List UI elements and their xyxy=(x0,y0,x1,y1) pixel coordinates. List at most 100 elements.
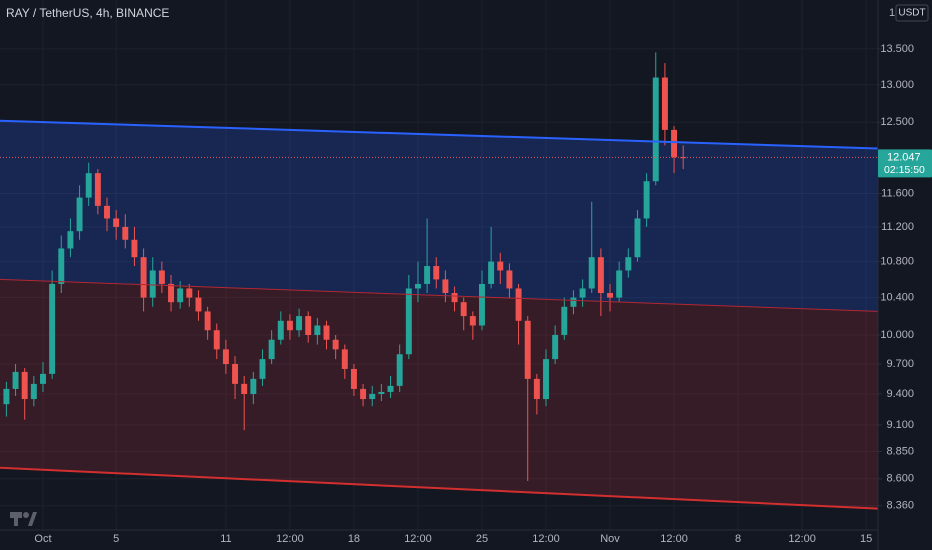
channel-line xyxy=(0,466,879,510)
x-tick-label: 12:00 xyxy=(404,533,432,545)
candle-body xyxy=(442,279,449,294)
candle-body xyxy=(113,218,120,227)
logo xyxy=(10,512,37,526)
candle-body xyxy=(122,226,129,240)
candle-body xyxy=(506,270,513,289)
candle-body xyxy=(177,288,184,303)
currency-label[interactable]: USDT xyxy=(898,8,925,19)
candle-body xyxy=(58,248,65,284)
candle-body xyxy=(524,320,531,379)
candle-body xyxy=(104,205,110,219)
currency-box[interactable] xyxy=(895,4,929,22)
candle-body xyxy=(259,359,266,379)
y-tick-label: 11.200 xyxy=(881,221,914,233)
candle-body xyxy=(250,378,257,394)
scale-badge[interactable]: 1 xyxy=(889,7,895,19)
candle-body xyxy=(488,261,495,284)
candle-body xyxy=(433,266,440,280)
y-tick-label: 13.500 xyxy=(880,43,914,55)
candle-body xyxy=(607,293,613,298)
candle-body xyxy=(222,349,229,365)
y-tick-label: 8.600 xyxy=(886,473,914,485)
candle-body xyxy=(286,320,293,331)
channel-line xyxy=(0,278,879,312)
candle-body xyxy=(369,393,376,400)
candle-body xyxy=(3,388,10,405)
x-tick-label: Oct xyxy=(34,533,51,545)
candle-body xyxy=(168,283,174,303)
candle-body xyxy=(140,257,147,298)
candle-body xyxy=(671,129,678,158)
candle-body xyxy=(460,302,467,317)
candle-body xyxy=(277,320,284,340)
y-tick-label: 8.360 xyxy=(886,500,914,512)
candle-body xyxy=(204,311,211,331)
candle-body xyxy=(332,339,339,350)
candle-body xyxy=(232,364,239,384)
candle-body xyxy=(378,391,385,394)
countdown-label: 02:15:50 xyxy=(884,164,925,176)
candle-body xyxy=(625,257,632,271)
candle-body xyxy=(570,297,577,307)
candle-body xyxy=(405,288,412,355)
candle-body xyxy=(515,288,522,321)
candle-body xyxy=(561,306,568,335)
y-tick-label: 12.500 xyxy=(880,116,914,128)
candle-body xyxy=(85,173,92,198)
candle-body xyxy=(350,368,357,389)
last-price-box xyxy=(878,149,932,178)
candle-body xyxy=(241,383,248,394)
axes: 8.360 8.600 8.850 9.100 9.400 9.700 10.000 10.4… xyxy=(34,43,932,545)
y-tick-label: 10.800 xyxy=(880,256,914,268)
candle-body xyxy=(451,293,458,303)
candle-body xyxy=(21,371,28,400)
logo-part xyxy=(23,512,29,518)
candle-body xyxy=(479,283,485,326)
y-tick-label: 10.400 xyxy=(880,291,914,303)
logo-part xyxy=(28,512,37,526)
channel-fill xyxy=(0,120,878,312)
y-tick-label: 8.850 xyxy=(886,445,914,457)
x-tick-label: 25 xyxy=(476,533,488,545)
candle-body xyxy=(661,77,668,130)
candle-body xyxy=(268,339,275,360)
y-tick-label: 9.700 xyxy=(886,358,914,370)
candle-body xyxy=(314,325,321,335)
candle-body xyxy=(588,257,595,289)
y-tick-label: 10.000 xyxy=(880,329,914,341)
candle-body xyxy=(680,157,687,159)
candle-body xyxy=(387,385,394,392)
y-tick-label: 13.000 xyxy=(880,79,914,91)
candle-body xyxy=(305,316,312,335)
candle-body xyxy=(579,288,586,298)
chart-title: RAY / TetherUS, 4h, BINANCE xyxy=(6,6,169,20)
candle-body xyxy=(30,383,37,400)
channel-fills xyxy=(0,120,878,509)
y-tick-label: 9.400 xyxy=(886,388,914,400)
candle-body xyxy=(195,297,202,312)
candle-body xyxy=(341,349,348,369)
candle-body xyxy=(149,270,156,298)
candle-body xyxy=(40,373,46,384)
candle-body xyxy=(213,330,220,350)
candle-body xyxy=(652,77,659,182)
x-tick-label: 12:00 xyxy=(660,533,688,545)
x-tick-label: 5 xyxy=(113,533,119,545)
candles xyxy=(3,52,687,481)
y-tick-label: 9.100 xyxy=(886,419,914,431)
x-tick-label: Nov xyxy=(600,533,620,545)
x-tick-label: 12:00 xyxy=(532,533,560,545)
candle-body xyxy=(424,266,431,284)
candle-body xyxy=(414,283,421,289)
channel-lines xyxy=(0,119,879,510)
x-tick-label: 18 xyxy=(348,533,360,545)
candle-body xyxy=(396,354,403,386)
candle-body xyxy=(323,325,330,340)
candle-body xyxy=(497,261,504,271)
candle-body xyxy=(158,270,165,284)
candle-body xyxy=(643,181,650,219)
candle-body xyxy=(360,388,367,400)
candle-body xyxy=(552,334,559,360)
